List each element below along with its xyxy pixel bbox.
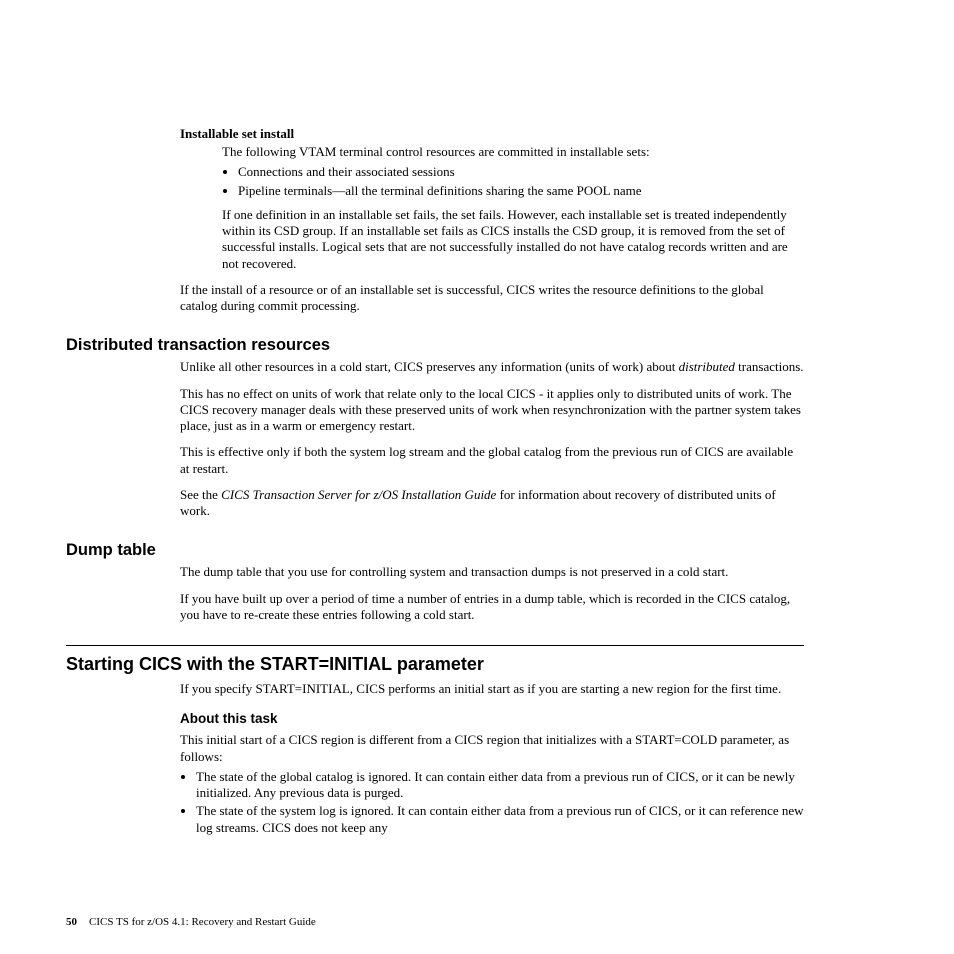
paragraph: If you specify START=INITIAL, CICS perfo… [180,681,804,697]
section-body: This initial start of a CICS region is d… [180,732,804,836]
list-item: Pipeline terminals—all the terminal defi… [238,183,804,199]
definition-intro: The following VTAM terminal control reso… [222,144,804,160]
text-run: See the [180,487,221,502]
text-run: Unlike all other resources in a cold sta… [180,359,679,374]
heading-about-this-task: About this task [180,711,804,726]
paragraph: This has no effect on units of work that… [180,386,804,435]
heading-start-initial: Starting CICS with the START=INITIAL par… [66,654,804,675]
footer-title: CICS TS for z/OS 4.1: Recovery and Resta… [89,916,316,928]
list-item: The state of the system log is ignored. … [196,803,804,836]
document-page: Installable set install The following VT… [0,0,954,884]
definition-bullet-list: Connections and their associated session… [222,164,804,199]
major-section-rule: Starting CICS with the START=INITIAL par… [66,645,804,675]
after-install-para: If the install of a resource or of an in… [180,282,804,315]
list-item: The state of the global catalog is ignor… [196,769,804,802]
paragraph: See the CICS Transaction Server for z/OS… [180,487,804,520]
emphasis: distributed [679,359,735,374]
section-body: If you specify START=INITIAL, CICS perfo… [180,681,804,697]
paragraph: This initial start of a CICS region is d… [180,732,804,765]
section-body: The dump table that you use for controll… [180,564,804,623]
paragraph: Unlike all other resources in a cold sta… [180,359,804,375]
paragraph: If the install of a resource or of an in… [180,282,804,315]
definition-term: Installable set install [180,126,804,142]
page-footer: 50 CICS TS for z/OS 4.1: Recovery and Res… [66,916,316,928]
definition-after: If one definition in an installable set … [222,207,804,272]
paragraph: If you have built up over a period of ti… [180,591,804,624]
text-run: transactions. [735,359,804,374]
heading-dump-table: Dump table [66,537,804,560]
definition-body: The following VTAM terminal control reso… [222,144,804,272]
page-number: 50 [66,916,77,928]
paragraph: The dump table that you use for controll… [180,564,804,580]
bullet-list: The state of the global catalog is ignor… [180,769,804,836]
paragraph: This is effective only if both the syste… [180,444,804,477]
heading-distributed-transaction-resources: Distributed transaction resources [66,332,804,355]
emphasis: CICS Transaction Server for z/OS Install… [221,487,496,502]
list-item: Connections and their associated session… [238,164,804,180]
section-body: Unlike all other resources in a cold sta… [180,359,804,519]
